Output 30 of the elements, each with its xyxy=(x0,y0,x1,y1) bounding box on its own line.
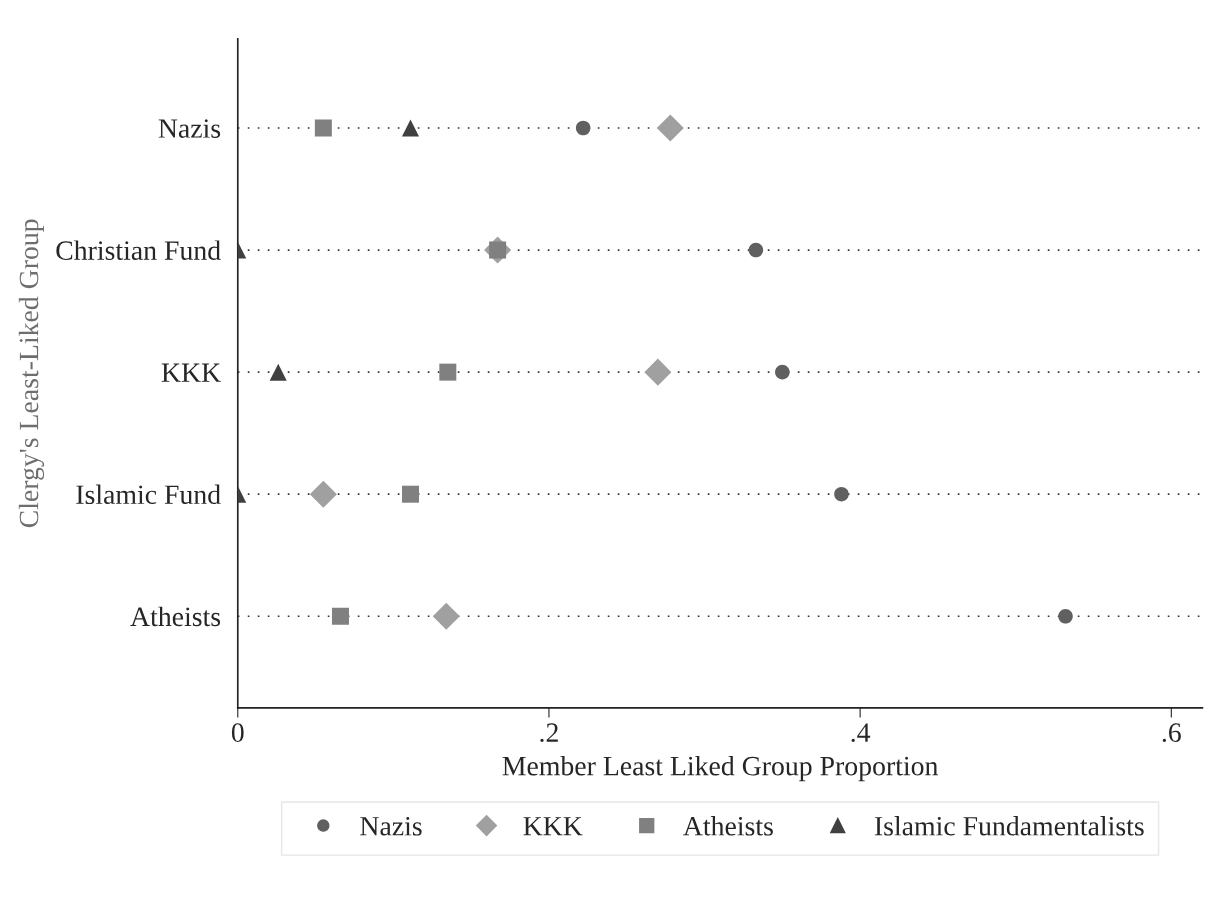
x-tick-label: .6 xyxy=(1162,723,1181,743)
y-axis-title: Clergy's Least-Liked Group xyxy=(18,219,45,528)
point xyxy=(432,602,460,630)
legend-label: Islamic Fundamentalists xyxy=(874,816,1144,836)
y-tick-label: Atheists xyxy=(130,606,221,627)
point xyxy=(775,364,790,380)
point xyxy=(1058,608,1073,624)
point xyxy=(748,242,764,258)
point xyxy=(331,607,349,625)
point xyxy=(269,363,287,381)
x-tick-label: 0 xyxy=(231,723,244,742)
point xyxy=(644,358,672,386)
y-tick-label: KKK xyxy=(161,363,221,382)
point xyxy=(439,363,457,381)
legend-label: Nazis xyxy=(360,816,422,836)
x-tick-label: .4 xyxy=(851,723,871,743)
point xyxy=(575,120,591,136)
y-tick-label: Islamic Fund xyxy=(76,484,221,505)
point xyxy=(314,119,332,137)
legend-label: KKK xyxy=(523,817,583,836)
point xyxy=(834,486,849,502)
point xyxy=(309,480,337,508)
legend-label: Atheists xyxy=(683,816,773,836)
x-axis-title: Member Least Liked Group Proportion xyxy=(502,755,938,782)
point xyxy=(401,485,419,503)
y-tick-label: Nazis xyxy=(158,119,221,138)
point xyxy=(656,114,684,142)
y-tick-label: Christian Fund xyxy=(56,240,221,260)
point xyxy=(401,119,419,137)
x-tick-label: .2 xyxy=(540,723,558,743)
